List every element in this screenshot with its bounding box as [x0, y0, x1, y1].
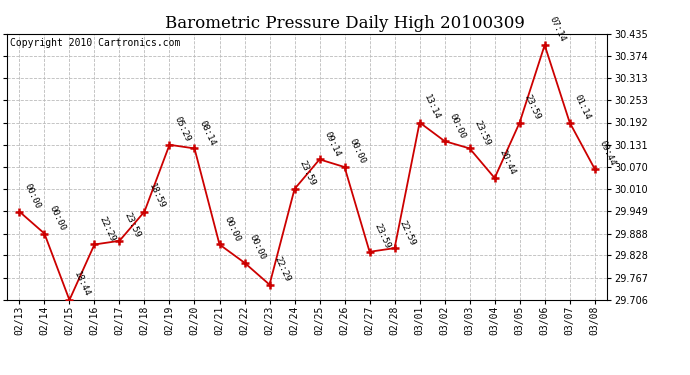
Text: 09:44: 09:44: [598, 140, 617, 168]
Text: 00:00: 00:00: [347, 138, 367, 166]
Text: 00:00: 00:00: [47, 204, 67, 232]
Text: 01:14: 01:14: [573, 93, 592, 121]
Text: 13:14: 13:14: [422, 93, 442, 121]
Text: 00:00: 00:00: [222, 215, 242, 243]
Text: 18:44: 18:44: [72, 270, 92, 298]
Text: 23:59: 23:59: [122, 211, 141, 240]
Text: 20:44: 20:44: [497, 148, 517, 177]
Text: 00:00: 00:00: [447, 112, 467, 140]
Text: 00:00: 00:00: [22, 182, 41, 210]
Text: 07:14: 07:14: [547, 15, 567, 44]
Text: 23:59: 23:59: [473, 119, 492, 147]
Text: Barometric Pressure Daily High 20100309: Barometric Pressure Daily High 20100309: [165, 15, 525, 32]
Text: 22:59: 22:59: [397, 219, 417, 247]
Text: 05:29: 05:29: [172, 115, 192, 143]
Text: Copyright 2010 Cartronics.com: Copyright 2010 Cartronics.com: [10, 38, 180, 48]
Text: 08:14: 08:14: [197, 119, 217, 147]
Text: 23:59: 23:59: [297, 159, 317, 188]
Text: 18:59: 18:59: [147, 182, 167, 210]
Text: 22:29: 22:29: [97, 215, 117, 243]
Text: 09:14: 09:14: [322, 130, 342, 158]
Text: 23:59: 23:59: [522, 93, 542, 121]
Text: 00:00: 00:00: [247, 233, 267, 261]
Text: 22:29: 22:29: [273, 255, 292, 283]
Text: 23:59: 23:59: [373, 222, 392, 251]
